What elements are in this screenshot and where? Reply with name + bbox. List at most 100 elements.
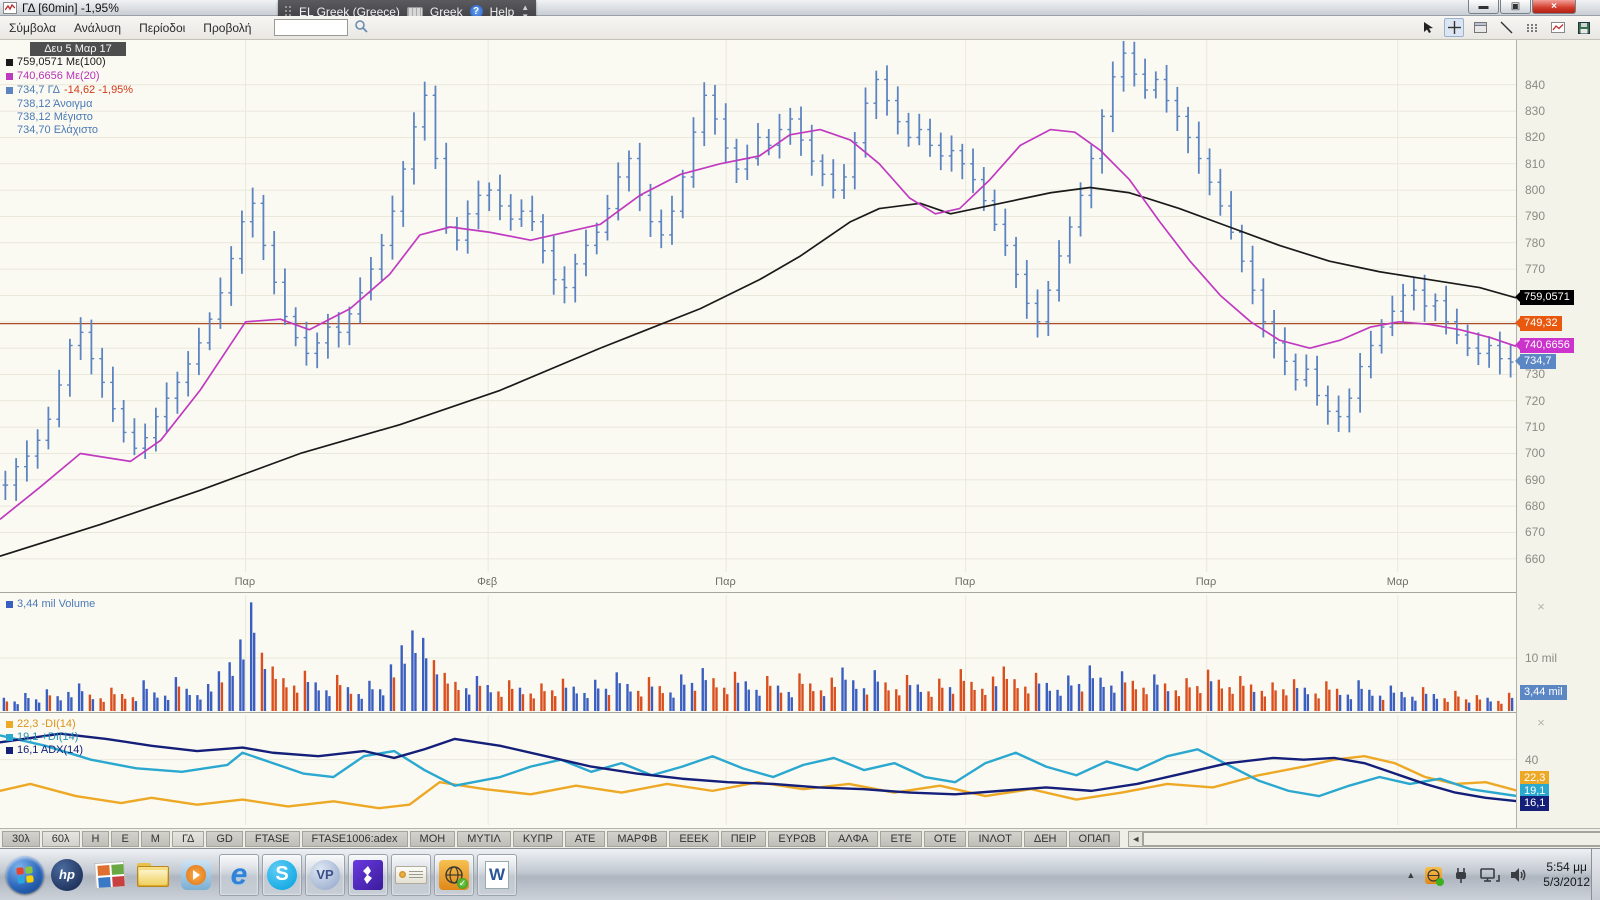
symbol-tab-ΟΤΕ[interactable]: ΟΤΕ xyxy=(923,830,967,847)
taskbar-internet-explorer-icon[interactable]: e xyxy=(219,853,259,896)
symbol-tab-ΕΕΕΚ[interactable]: ΕΕΕΚ xyxy=(669,830,719,847)
price-axis-tick: 820 xyxy=(1525,130,1546,145)
price-axis-tick: 720 xyxy=(1525,393,1546,408)
price-tag-arrow-icon xyxy=(1515,317,1520,328)
taskbar-explorer-icon[interactable] xyxy=(133,854,173,896)
symbol-tab-ΕΥΡΩΒ[interactable]: ΕΥΡΩΒ xyxy=(768,830,826,847)
symbol-tab-ΜΥΤΙΛ[interactable]: ΜΥΤΙΛ xyxy=(457,830,511,847)
pointer-tool-icon[interactable] xyxy=(1418,18,1438,37)
indicator-value-tag: 19,1 xyxy=(1520,783,1550,799)
price-tag: 734,7 xyxy=(1515,354,1556,370)
price-chart[interactable] xyxy=(0,40,1516,572)
window-layout-icon[interactable] xyxy=(1470,18,1490,37)
show-hidden-icons-icon[interactable]: ▲ xyxy=(1406,870,1416,880)
time-axis-label: Παρ xyxy=(234,576,256,588)
menu-view[interactable]: Προβολή xyxy=(203,20,252,35)
price-axis-tick: 800 xyxy=(1525,183,1546,198)
taskbar-skype-icon[interactable]: S xyxy=(262,853,302,896)
volume-chart[interactable] xyxy=(0,593,1516,712)
close-indicator-panel-icon[interactable]: × xyxy=(1537,715,1545,730)
app-chart-icon xyxy=(3,2,17,14)
period-tab-E[interactable]: E xyxy=(111,830,139,847)
price-tag-arrow-icon xyxy=(1515,356,1520,367)
tray-globe-icon[interactable] xyxy=(1425,866,1445,886)
symbol-tab-MOH[interactable]: MOH xyxy=(409,830,456,847)
period-tab-M[interactable]: M xyxy=(140,830,170,847)
symbol-tab-ΙΝΛΟΤ[interactable]: ΙΝΛΟΤ xyxy=(968,830,1022,847)
chart-type-icon[interactable] xyxy=(1548,18,1568,37)
close-button[interactable]: × xyxy=(1532,0,1576,14)
start-button[interactable] xyxy=(6,855,44,894)
period-tab-H[interactable]: H xyxy=(81,830,110,847)
period-tab-60λ[interactable]: 60λ xyxy=(41,830,80,847)
time-axis-label: Μαρ xyxy=(1386,576,1409,588)
price-axis-tick: 780 xyxy=(1525,235,1546,250)
axis-divider xyxy=(1516,40,1517,828)
maximize-button[interactable]: ▣ xyxy=(1500,0,1531,14)
price-axis-tick: 690 xyxy=(1525,472,1546,487)
panel-separator[interactable] xyxy=(0,712,1600,713)
symbol-search-input[interactable] xyxy=(274,19,349,36)
grid-tool-icon[interactable] xyxy=(1522,18,1542,37)
menu-analysis[interactable]: Ανάλυση xyxy=(74,20,122,35)
symbol-tab-ΜΑΡΦΒ[interactable]: ΜΑΡΦΒ xyxy=(607,830,668,847)
symbol-tab-ΕΤΕ[interactable]: ΕΤΕ xyxy=(880,830,922,847)
symbol-tab-ΓΔ[interactable]: ΓΔ xyxy=(171,830,205,847)
symbol-tab-ΑΤΕ[interactable]: ΑΤΕ xyxy=(564,830,606,847)
menu-symbols[interactable]: Σύμβολα xyxy=(9,20,56,35)
taskbar-globe-app-icon[interactable]: ✓ xyxy=(434,853,474,896)
tray-network-icon[interactable] xyxy=(1480,867,1501,883)
taskbar-trading-app-icon[interactable] xyxy=(348,853,388,896)
keyboard-icon xyxy=(406,6,423,17)
close-volume-panel-icon[interactable]: × xyxy=(1537,599,1545,614)
symbol-tab-ΔΕΗ[interactable]: ΔΕΗ xyxy=(1023,830,1067,847)
taskbar-photo-gallery-icon[interactable] xyxy=(90,854,130,896)
scrollbar-thumb[interactable] xyxy=(1143,831,1600,846)
symbol-tab-FTASE[interactable]: FTASE xyxy=(244,830,300,847)
menu-periods[interactable]: Περίοδοι xyxy=(139,20,186,35)
taskbar-vp-app-icon[interactable]: VP xyxy=(305,853,345,896)
taskbar-word-icon[interactable]: W xyxy=(477,853,517,896)
period-tab-30λ[interactable]: 30λ xyxy=(2,830,40,847)
tray-power-icon[interactable] xyxy=(1452,866,1470,884)
taskbar-hp-icon[interactable]: hp xyxy=(47,854,87,896)
price-tag-arrow-icon xyxy=(1515,340,1520,351)
indicator-chart[interactable] xyxy=(0,713,1516,827)
price-axis-tick: 670 xyxy=(1525,525,1546,540)
window-titlebar: ΓΔ [60min] -1,95% ▬ ▣ × xyxy=(0,0,1600,16)
save-icon[interactable] xyxy=(1574,18,1594,37)
search-icon[interactable] xyxy=(354,19,369,36)
minimize-button[interactable]: ▬ xyxy=(1468,0,1499,14)
panel-separator[interactable] xyxy=(0,592,1600,593)
price-tag-arrow-icon xyxy=(1515,291,1520,302)
taskbar-login-widget-icon[interactable] xyxy=(391,853,431,896)
price-axis[interactable]: 8408308208108007907807707607507407307207… xyxy=(1515,40,1600,828)
ma20-swatch-icon xyxy=(6,72,13,80)
drag-handle-icon[interactable] xyxy=(284,4,292,19)
crosshair-tool-icon[interactable] xyxy=(1444,18,1464,37)
indicator-value-tag: 22,3 xyxy=(1520,771,1550,786)
scroll-left-icon[interactable]: ◄ xyxy=(1128,830,1144,847)
symbol-tab-GD[interactable]: GD xyxy=(206,830,243,847)
time-axis-label: Παρ xyxy=(1195,576,1217,588)
trendline-tool-icon[interactable] xyxy=(1496,18,1516,37)
price-axis-tick: 790 xyxy=(1525,209,1546,224)
legend-minus-di: 22,3 -DI(14) xyxy=(6,718,76,730)
tray-volume-icon[interactable] xyxy=(1510,867,1529,883)
symbol-tab-FTASE1006:adex[interactable]: FTASE1006:adex xyxy=(301,830,408,847)
symbol-tab-ΟΠΑΠ[interactable]: ΟΠΑΠ xyxy=(1068,830,1121,847)
show-desktop-button[interactable] xyxy=(1591,849,1600,900)
taskbar-media-player-icon[interactable] xyxy=(176,854,216,896)
plus-di-swatch-icon xyxy=(6,733,13,741)
symbol-tab-ΠΕΙΡ[interactable]: ΠΕΙΡ xyxy=(720,830,767,847)
keyboard-layout-button[interactable]: Greek xyxy=(429,4,463,19)
language-indicator[interactable]: EL Greek (Greece) xyxy=(299,4,400,19)
scrollbar-track[interactable] xyxy=(1143,830,1600,847)
symbol-tab-ΚΥΠΡ[interactable]: ΚΥΠΡ xyxy=(512,830,563,847)
taskbar: hp e S xyxy=(0,848,1600,900)
symbol-tab-ΑΛΦΑ[interactable]: ΑΛΦΑ xyxy=(827,830,879,847)
legend-volume: 3,44 mil Volume xyxy=(6,598,95,610)
taskbar-clock[interactable]: 5:54 μμ 5/3/2012 xyxy=(1543,860,1590,889)
help-button[interactable]: Help xyxy=(489,4,515,19)
